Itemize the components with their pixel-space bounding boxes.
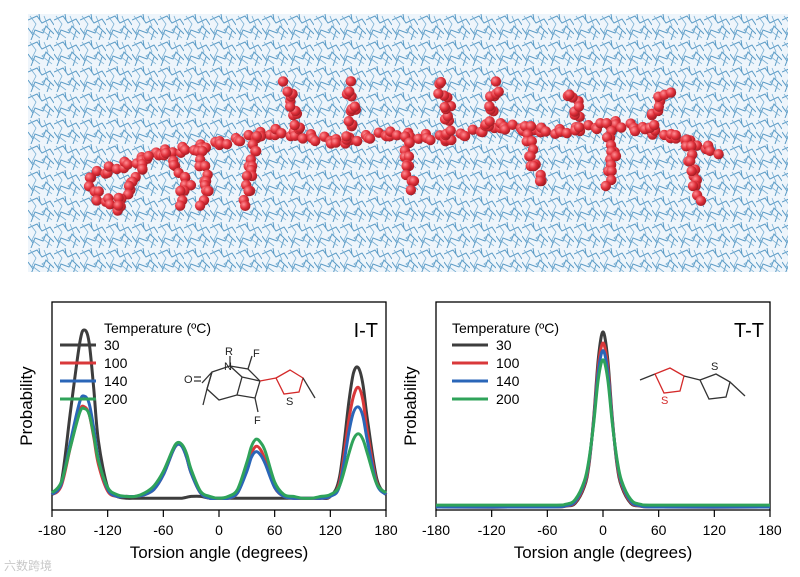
- x-tick-label: 0: [599, 522, 607, 538]
- series-line-100: [435, 341, 771, 509]
- legend-label-30: 30: [496, 337, 512, 353]
- x-ticks-tt: -180 -120 -60 0 60 120 180: [422, 510, 782, 538]
- panel-label-it: I-T: [354, 320, 378, 342]
- svg-text:F: F: [254, 415, 261, 427]
- legend-it: 30 100 140 200: [60, 337, 128, 407]
- svg-text:S: S: [661, 395, 668, 407]
- svg-text:N: N: [224, 361, 232, 373]
- curves-tt: [435, 330, 771, 509]
- svg-text:F: F: [253, 348, 260, 360]
- x-tick-label: -120: [94, 522, 122, 538]
- svg-text:S: S: [286, 396, 293, 408]
- x-tick-label: 60: [267, 522, 283, 538]
- polymer-chain: [83, 76, 724, 216]
- legend-title-it: Temperature (ºC): [104, 320, 211, 336]
- legend-label-140: 140: [104, 373, 128, 389]
- series-line-140: [50, 394, 388, 501]
- legend-label-100: 100: [104, 355, 128, 371]
- panel-label-tt: T-T: [734, 320, 764, 342]
- legend-label-140: 140: [496, 373, 520, 389]
- isoindigo-thiophene-structure: O N R F F S: [184, 346, 316, 427]
- series-line-100: [50, 385, 388, 501]
- watermark: 六数跨境: [4, 558, 52, 573]
- svg-text:S: S: [711, 361, 718, 373]
- x-tick-label: -120: [478, 522, 506, 538]
- curves-it: [50, 328, 388, 501]
- legend-label-200: 200: [104, 391, 128, 407]
- x-tick-label: -60: [537, 522, 557, 538]
- md-snapshot-image: [28, 14, 788, 272]
- x-tick-label: 120: [703, 522, 727, 538]
- x-axis-title-it: Torsion angle (degrees): [130, 543, 309, 562]
- x-axis-title-tt: Torsion angle (degrees): [514, 543, 693, 562]
- series-line-200: [50, 406, 388, 500]
- y-axis-title-it: Probability: [17, 366, 36, 446]
- x-tick-label: 0: [215, 522, 223, 538]
- x-tick-label: -60: [153, 522, 173, 538]
- y-axis-title-tt: Probability: [401, 366, 420, 446]
- series-line-30: [435, 330, 771, 509]
- legend-tt: 30 100 140 200: [452, 337, 520, 407]
- series-line-200: [435, 358, 771, 507]
- bithiophene-structure: S S: [639, 361, 746, 407]
- x-tick-label: -180: [38, 522, 66, 538]
- series-line-140: [435, 349, 771, 509]
- legend-label-100: 100: [496, 355, 520, 371]
- svg-text:O: O: [184, 374, 193, 386]
- legend-label-30: 30: [104, 337, 120, 353]
- x-tick-label: 120: [319, 522, 343, 538]
- panel-it: -180 -120 -60 0 60 120 180 I-T Temperature (ºC…: [17, 301, 398, 562]
- x-tick-label: 180: [758, 522, 782, 538]
- x-tick-label: 180: [374, 522, 398, 538]
- x-tick-label: 60: [651, 522, 667, 538]
- legend-title-tt: Temperature (ºC): [452, 320, 559, 336]
- legend-label-200: 200: [496, 391, 520, 407]
- panel-tt: -180 -120 -60 0 60 120 180 T-T Temperature (ºC…: [401, 301, 782, 562]
- svg-text:R: R: [225, 346, 233, 358]
- x-tick-label: -180: [422, 522, 450, 538]
- x-ticks-it: -180 -120 -60 0 60 120 180: [38, 510, 398, 538]
